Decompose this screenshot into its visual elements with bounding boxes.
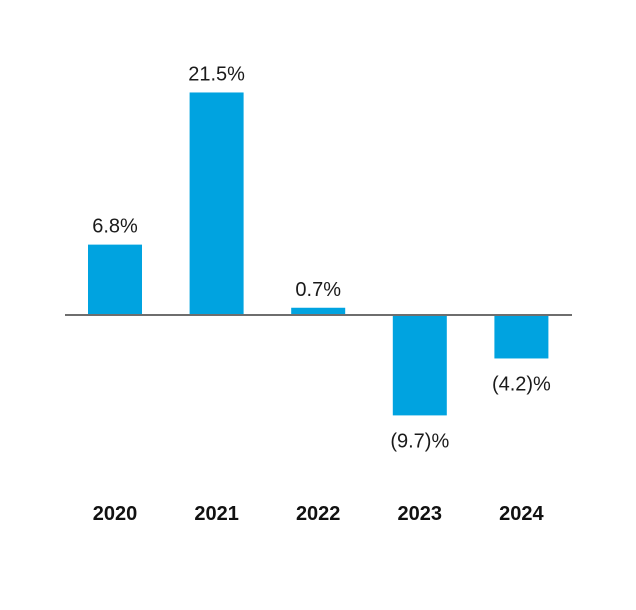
bar-2022 <box>291 307 346 315</box>
value-label-2024: (4.2)% <box>492 373 551 395</box>
category-label-2024: 2024 <box>499 503 544 525</box>
value-label-2023: (9.7)% <box>390 430 449 452</box>
category-label-2022: 2022 <box>296 503 341 525</box>
category-labels-group: 2020 2021 2022 2023 2024 <box>93 503 545 525</box>
value-label-2021: 21.5% <box>188 63 245 85</box>
category-label-2021: 2021 <box>194 503 239 525</box>
bar-2020 <box>88 244 142 315</box>
bar-2021 <box>189 92 244 315</box>
category-label-2020: 2020 <box>93 503 138 525</box>
bar-2023 <box>392 315 447 416</box>
value-labels-group: 6.8% 21.5% 0.7% (9.7)% (4.2)% <box>92 63 551 452</box>
bars-group <box>88 92 549 416</box>
bar-2024 <box>494 315 549 359</box>
category-label-2023: 2023 <box>398 503 443 525</box>
value-label-2020: 6.8% <box>92 216 138 238</box>
value-label-2022: 0.7% <box>295 279 341 301</box>
